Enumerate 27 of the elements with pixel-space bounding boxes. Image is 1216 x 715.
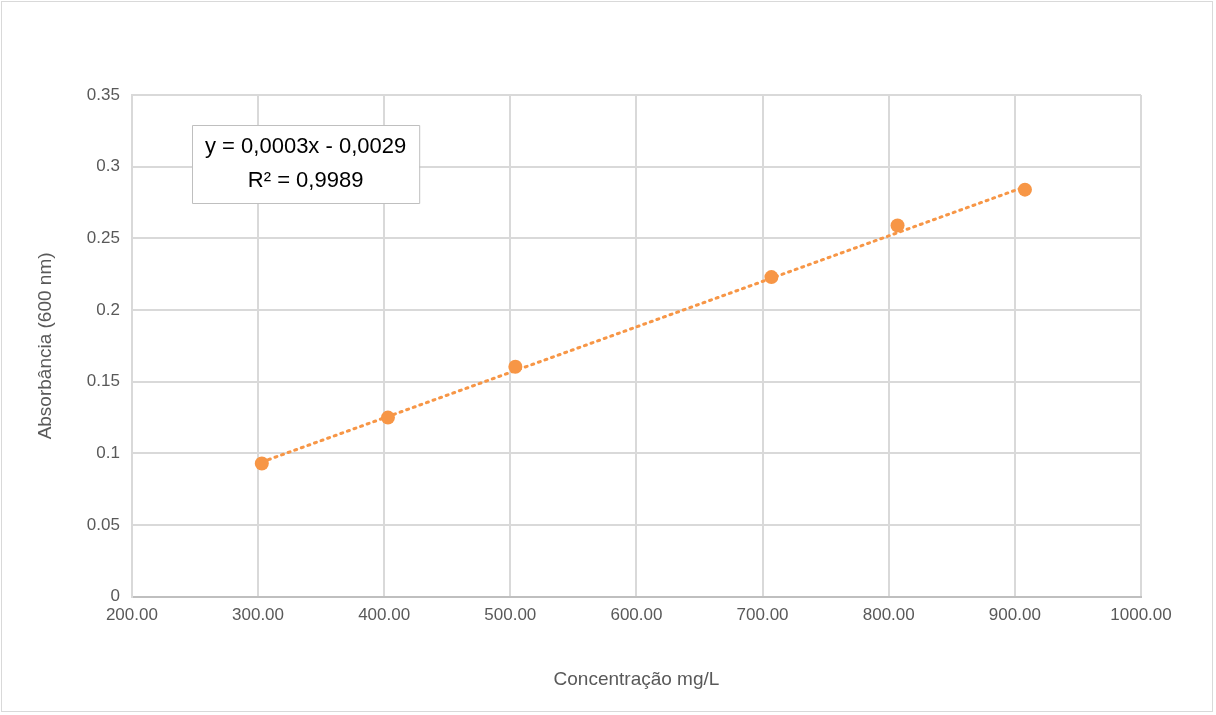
y-tick-label: 0.2 bbox=[96, 299, 120, 319]
point bbox=[1017, 182, 1032, 197]
y-axis-title: Absorbância (600 nm) bbox=[33, 252, 55, 440]
x-tick-label: 600.00 bbox=[610, 604, 663, 624]
y-tick-label: 0.25 bbox=[86, 228, 120, 248]
point bbox=[508, 359, 523, 374]
point bbox=[890, 218, 905, 233]
x-tick-label: 800.00 bbox=[862, 604, 915, 624]
x-tick-label: 200.00 bbox=[105, 604, 158, 624]
x-tick-label: 900.00 bbox=[988, 604, 1041, 624]
point bbox=[254, 456, 269, 471]
x-axis-title: Concentração mg/L bbox=[553, 667, 720, 689]
y-tick-label: 0 bbox=[110, 586, 120, 606]
point bbox=[764, 270, 779, 285]
y-tick-label: 0.15 bbox=[86, 371, 120, 391]
y-tick-label: 0.05 bbox=[86, 514, 120, 534]
x-tick-label: 1000.00 bbox=[1110, 604, 1172, 624]
y-tick-label: 0.35 bbox=[86, 84, 120, 104]
x-tick-label: 300.00 bbox=[232, 604, 285, 624]
y-tick-label: 0.3 bbox=[96, 156, 120, 176]
x-tick-label: 700.00 bbox=[736, 604, 789, 624]
point bbox=[380, 410, 395, 425]
y-tick-label: 0.1 bbox=[96, 443, 120, 463]
annotation: R² = 0,9989 bbox=[247, 167, 364, 193]
x-tick-label: 400.00 bbox=[358, 604, 411, 624]
x-tick-label: 500.00 bbox=[484, 604, 537, 624]
annotation: y = 0,0003x - 0,0029 bbox=[205, 133, 407, 159]
